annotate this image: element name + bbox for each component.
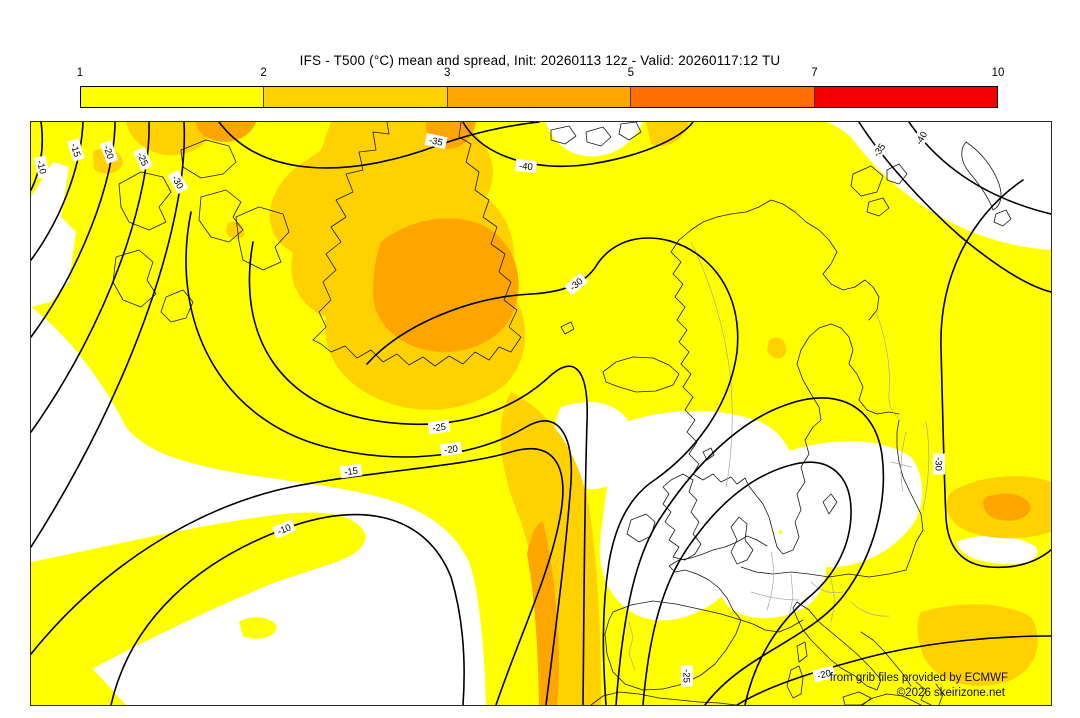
contour-label: -20 [812,665,836,683]
contour-label: -25 [681,665,693,687]
colorbar-tick-label: 7 [811,67,818,79]
map-title: IFS - T500 (°C) mean and spread, Init: 2… [299,53,781,68]
svg-text:-20: -20 [444,444,459,457]
contour-label: -25 [133,146,153,172]
svg-text:-20: -20 [816,668,832,682]
svg-text:-25: -25 [681,669,692,683]
attribution-source: from grib files provided by ECMWF [829,672,1008,684]
colorbar-tick-label: 2 [260,67,267,79]
contour-label: -20 [439,441,463,457]
contour-label: -10 [33,155,51,179]
contour-label: -15 [67,138,85,162]
contour-label: -25 [427,419,451,435]
svg-text:-15: -15 [68,142,83,158]
colorbar-segment [813,87,998,107]
country-borders [628,241,930,671]
svg-text:-10: -10 [276,522,293,537]
svg-text:-10: -10 [34,159,48,175]
contour-label: -30 [933,453,945,475]
spread-yellow-details [31,512,366,705]
svg-text:-30: -30 [933,457,944,471]
colorbar-segment [81,87,264,107]
colorbar-segment [630,87,814,107]
map-frame: -10 -15 -20 -25 -30 -35 -40 -35 -40 -30 -25 -20 -15-… [30,121,1052,706]
contour-label: -20 [99,140,119,164]
coastlines [112,122,1012,705]
svg-text:-20: -20 [101,144,116,161]
colorbar-tick-label: 3 [443,67,451,79]
colorbar-tick-label: 1 [76,67,84,79]
contour-label: -35 [424,132,448,150]
svg-text:-15: -15 [344,466,359,479]
svg-text:-25: -25 [432,422,447,435]
colorbar-segments [81,87,998,107]
svg-text:-40: -40 [519,161,534,173]
colorbar [80,86,998,108]
colorbar-tick-label: 5 [627,67,634,79]
colorbar-segment [446,87,631,107]
svg-text:-35: -35 [428,135,444,149]
colorbar-segment [263,87,447,107]
contour-label: -10 [272,519,296,539]
contour-label: -15 [339,463,363,479]
contour-label: -40 [515,159,537,173]
attribution-copyright: ©2026 skeirizone.net [896,687,1005,699]
svg-text:-25: -25 [134,151,150,168]
weather-map: -10-15 -20 -25-30-35-40-35-40-30-25-20-15-… [31,122,1051,705]
colorbar-ticks: 1 2 3 5 7 10 [76,67,1005,82]
spread-orange-regions [196,122,1031,705]
colorbar-tick-label: 10 [991,67,1005,79]
